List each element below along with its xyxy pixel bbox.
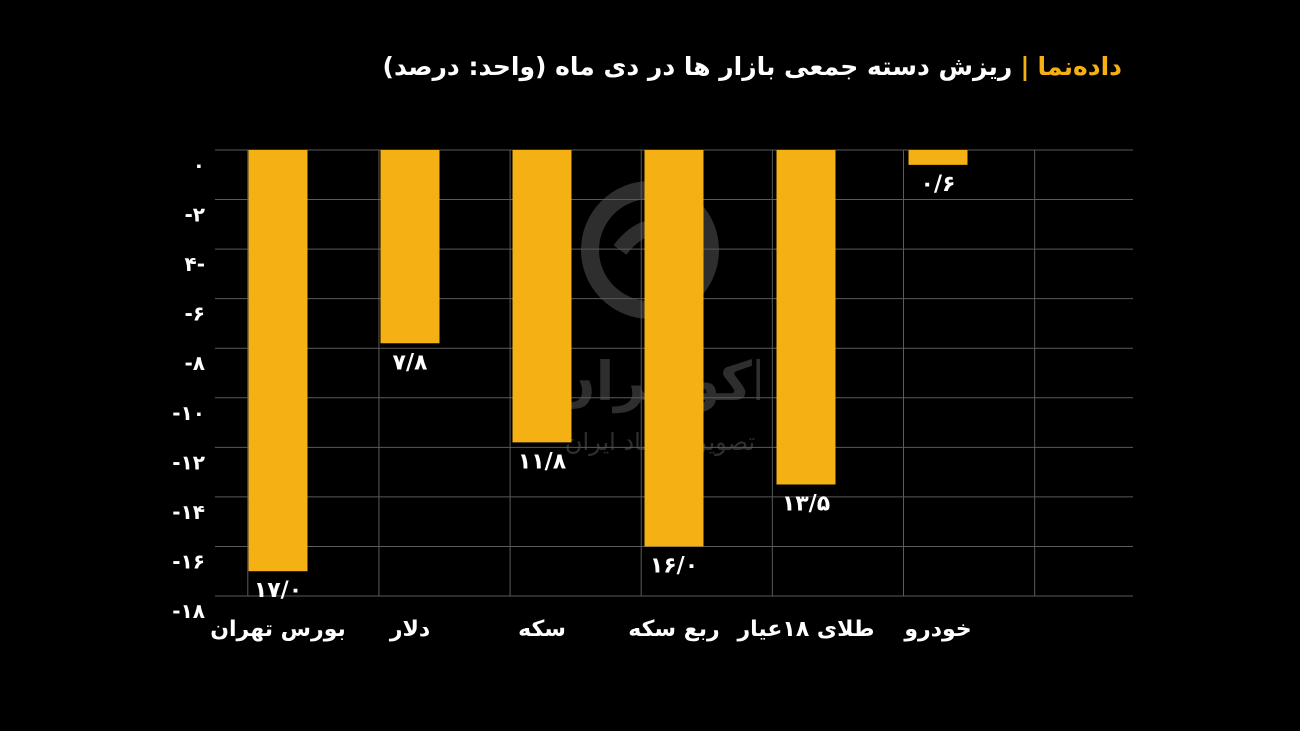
title-separator: | (1020, 52, 1030, 81)
y-tick-label: -۱۲ (172, 450, 205, 474)
bar (644, 150, 704, 547)
y-tick-label: ۰ (193, 153, 205, 177)
x-category-label: بورس تهران (210, 617, 346, 642)
bar (512, 150, 572, 443)
bar (248, 150, 308, 572)
y-tick-label: -۱۰ (172, 401, 205, 425)
bar-value-label: ۱۳/۵ (782, 492, 830, 517)
y-tick-label: -۱۸ (172, 599, 205, 623)
bar-value-label: ۱۶/۰ (650, 553, 698, 578)
x-category-label: خودرو (903, 617, 971, 642)
y-tick-label: ۴- (184, 252, 205, 276)
bar-value-label: ۱۷/۰ (254, 578, 302, 603)
y-tick-label: -۶ (184, 302, 205, 326)
bar-value-label: ۱۱/۸ (518, 449, 567, 474)
bar (776, 150, 836, 485)
y-tick-label: -۸ (184, 351, 205, 375)
brand-name: داده‌نما (1037, 52, 1122, 81)
y-tick-label: -۱۴ (172, 500, 205, 524)
y-tick-label: -۱۶ (172, 549, 205, 573)
bar-value-label: ۷/۸ (393, 350, 428, 375)
x-category-label: ربع سکه (628, 617, 719, 642)
y-tick-label: -۲ (184, 203, 205, 227)
bar-value-label: ۰/۶ (921, 172, 956, 197)
title-text: ریزش دسته جمعی بازار ها در دی ماه (واحد:… (382, 52, 1013, 81)
bar (908, 150, 968, 165)
bar (380, 150, 440, 344)
chart-title: داده‌نما|ریزش دسته جمعی بازار ها در دی م… (383, 52, 1122, 81)
x-category-label: سکه (518, 617, 566, 642)
x-category-label: دلار (389, 617, 430, 642)
x-category-label: طلای ۱۸عیار (736, 617, 874, 642)
